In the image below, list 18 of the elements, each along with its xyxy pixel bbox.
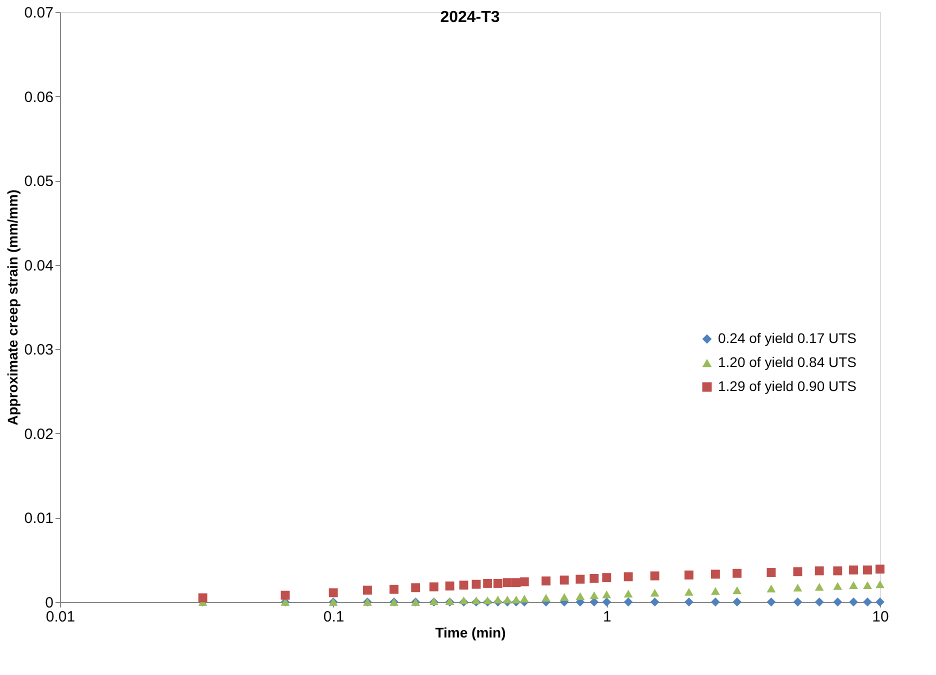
legend-label: 1.29 of yield 0.90 UTS [718, 378, 857, 394]
legend-label: 1.20 of yield 0.84 UTS [718, 354, 857, 370]
y-axis-title: Approximate creep strain (mm/mm) [4, 190, 20, 426]
y-tick-label: 0.03 [24, 342, 54, 359]
x-axis-title: Time (min) [435, 624, 506, 640]
y-tick-label: 0.04 [24, 257, 54, 274]
y-tick-label: 0.07 [24, 4, 54, 22]
x-tick-label: 0.1 [323, 608, 344, 626]
chart-title: 2024-T3 [440, 9, 500, 26]
y-tick-label: 0.05 [24, 173, 54, 190]
y-tick-label: 0.06 [24, 88, 54, 106]
x-tick-label: 1 [602, 608, 612, 626]
y-tick-label: 0 [45, 594, 54, 612]
y-tick-label: 0.01 [24, 510, 54, 528]
x-tick-label: 10 [872, 608, 889, 626]
legend-label: 0.24 of yield 0.17 UTS [718, 330, 857, 346]
y-tick-label: 0.02 [24, 426, 54, 443]
x-tick-label: 0.01 [46, 608, 76, 626]
